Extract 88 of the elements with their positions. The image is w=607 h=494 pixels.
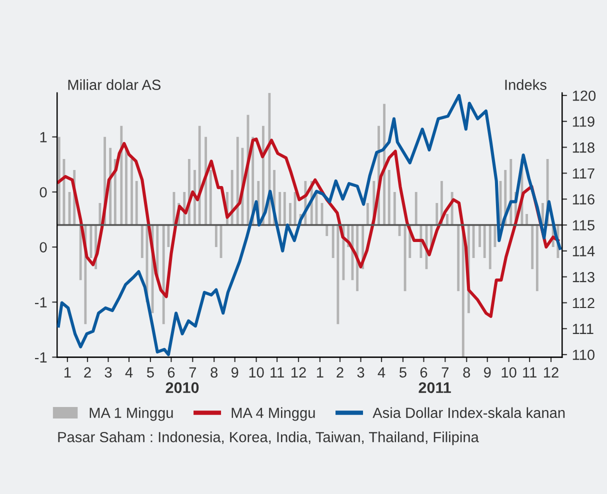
bar [162, 225, 165, 324]
y2-tick-label: 118 [572, 142, 594, 153]
bar [140, 225, 144, 258]
bar [167, 225, 170, 248]
bar [457, 225, 460, 292]
x-tick-label: 10 [502, 367, 516, 378]
y2-tick-label: 119 [572, 116, 594, 127]
y2-tick-label: 111 [572, 324, 594, 334]
x-tick-label: 4 [378, 367, 386, 378]
x-tick-label: 2 [336, 367, 344, 378]
x-tick-label: 9 [231, 367, 238, 378]
bar [204, 136, 208, 226]
x-tick-label: 6 [168, 367, 175, 378]
bar [98, 202, 102, 226]
y-tick-label: 0 [40, 187, 47, 198]
x-tick-label: 7 [442, 367, 448, 378]
x-tick-label: 1 [317, 367, 324, 378]
x2-tick-label: 2011 [418, 382, 451, 394]
legend-label: MA 4 Minggu [232, 407, 315, 421]
x-tick-label: 8 [210, 367, 218, 378]
x-tick-label: 1 [64, 367, 71, 378]
bar [366, 202, 369, 226]
y2-tick-label: 112 [572, 298, 594, 308]
x-tick-label: 3 [104, 367, 112, 378]
y2-tick-label: 117 [572, 168, 594, 178]
y-tick-label: -1 [35, 297, 47, 308]
y-tick-label: -1 [35, 352, 47, 362]
x-tick-label: 2 [84, 367, 91, 378]
bar [135, 180, 138, 226]
x-tick-label: 5 [146, 367, 154, 378]
x-tick-label: 7 [189, 367, 196, 378]
y2-tick-label: 113 [572, 272, 594, 282]
x-tick-label: 11 [523, 367, 536, 378]
y2-tick-label: 114 [572, 246, 595, 256]
bar [209, 170, 212, 226]
text: Pasar Saham : Indonesia, Korea, India, Taiwan, Thailand, Filipina [58, 432, 479, 446]
bar [294, 192, 296, 226]
bar [478, 225, 481, 248]
bar [388, 170, 390, 226]
bar [326, 225, 328, 236]
bar [483, 225, 486, 258]
x-tick-label: 3 [357, 367, 364, 378]
x-tick-label: 10 [249, 367, 264, 378]
x-tick-label: 5 [399, 367, 406, 378]
bar [446, 214, 448, 226]
bar [214, 225, 218, 248]
y2-axis-title: Indeks [505, 79, 546, 90]
legend-label: MA 1 Minggu [90, 407, 173, 421]
bar [236, 136, 239, 226]
bar [332, 225, 334, 258]
x-tick-label: 12 [544, 367, 558, 378]
bar [436, 202, 438, 226]
bar [283, 192, 286, 226]
bar [531, 225, 534, 270]
bar [536, 225, 538, 292]
bar [393, 192, 396, 226]
y2-tick-label: 120 [572, 90, 596, 101]
line-series [57, 94, 562, 356]
x-tick-label: 9 [484, 367, 491, 378]
x2-tick-label: 2010 [166, 382, 199, 394]
bar [414, 192, 418, 226]
x-tick-label: 4 [125, 367, 133, 378]
bar [488, 225, 492, 270]
bar [542, 202, 544, 226]
bar [526, 214, 528, 226]
y2-tick-label: 115 [572, 220, 594, 230]
y2-tick-label: 110 [572, 350, 594, 360]
bar [336, 225, 340, 324]
bar [125, 148, 128, 226]
x-tick-label: 11 [270, 367, 284, 378]
legend-label: Asia Dollar Index-skala kanan [372, 407, 565, 418]
y-tick-label: 0 [40, 242, 47, 252]
x-tick-label: 12 [292, 367, 306, 378]
y-axis-title: Miliar dolar AS [68, 79, 161, 90]
bar [278, 192, 282, 226]
bar [130, 158, 133, 226]
y2-tick-label: 116 [572, 194, 594, 205]
y-tick-label: 1 [40, 132, 47, 142]
bar [120, 126, 123, 226]
bar [404, 225, 406, 292]
line-series [57, 138, 560, 318]
x-tick-label: 6 [420, 367, 428, 378]
bar [58, 136, 60, 226]
bar [288, 202, 292, 226]
x-tick-label: 8 [463, 367, 470, 378]
bar [198, 126, 201, 226]
bar [90, 225, 92, 258]
bar [383, 104, 386, 226]
